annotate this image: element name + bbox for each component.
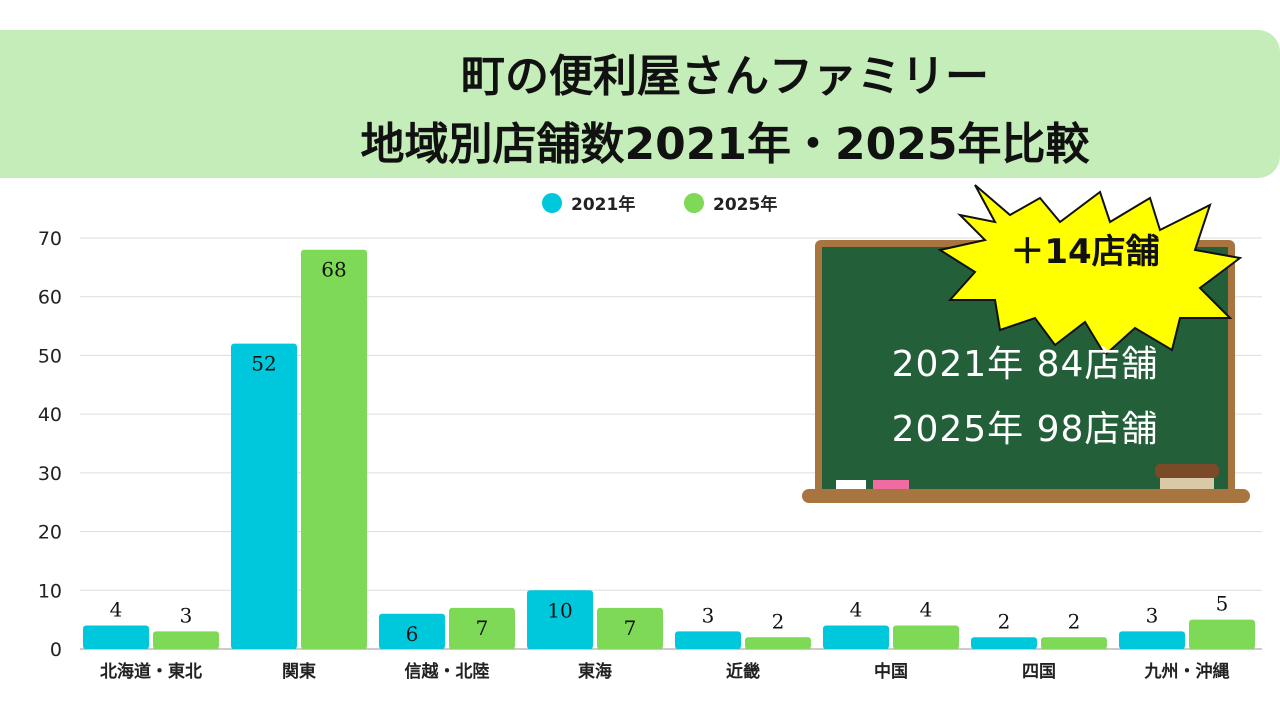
bar-value-label: 3: [702, 603, 715, 627]
bar-2025: [745, 637, 811, 649]
legend-2025: 2025年: [684, 190, 777, 215]
bar-value-label: 4: [920, 598, 933, 622]
x-category-label: 関東: [282, 661, 316, 682]
bar-2021: [1119, 631, 1185, 649]
y-tick-label: 10: [38, 580, 62, 602]
y-tick-label: 0: [50, 639, 62, 661]
bar-value-label: 2: [1068, 609, 1081, 633]
bar-2025: [893, 625, 959, 649]
bar-2021: [675, 631, 741, 649]
bar-value-label: 4: [850, 598, 863, 622]
bar-2025: [1189, 619, 1255, 649]
x-category-label: 四国: [1022, 662, 1056, 682]
bar-value-label: 4: [110, 598, 123, 622]
legend-label-2021: 2021年: [571, 195, 636, 215]
bar-2025: [1041, 637, 1107, 649]
bar-value-label: 7: [476, 616, 489, 640]
bar-value-label: 2: [998, 609, 1011, 633]
bar-value-label: 5: [1216, 592, 1229, 616]
bar-2025: [301, 249, 367, 649]
y-tick-label: 60: [38, 287, 62, 309]
eraser-felt: [1160, 478, 1214, 489]
x-category-label: 北海道・東北: [100, 661, 202, 682]
board-line-2025: 2025年 98店舗: [891, 409, 1159, 450]
y-tick-label: 70: [38, 228, 62, 250]
board-line-2021: 2021年 84店舗: [891, 344, 1159, 385]
badge-label: ＋14店舗: [1010, 232, 1160, 272]
bar-2021: [971, 637, 1037, 649]
x-category-label: 近畿: [726, 661, 760, 682]
bar-2021: [231, 343, 297, 649]
chart-title: 町の便利屋さんファミリー: [461, 51, 989, 102]
bar-value-label: 68: [321, 258, 346, 282]
legend-label-2025: 2025年: [713, 195, 778, 215]
bar-2025: [597, 607, 663, 649]
legend-swatch-2025: [684, 192, 704, 213]
chalk-tray: [802, 489, 1250, 503]
x-category-label: 信越・北陸: [405, 661, 490, 682]
bar-layer: [83, 249, 1255, 649]
y-tick-label: 50: [38, 345, 62, 367]
eraser-top: [1155, 464, 1219, 478]
legend-swatch-2021: [542, 192, 562, 213]
bar-value-label: 7: [624, 616, 637, 640]
bar-value-label: 2: [772, 609, 785, 633]
title-banner: [0, 30, 1280, 178]
bar-value-label: 3: [1146, 603, 1159, 627]
bar-value-label: 10: [547, 598, 572, 622]
chalkboard: [802, 184, 1250, 503]
y-tick-label: 40: [38, 404, 62, 426]
bar-2025: [449, 607, 515, 649]
bar-value-label: 6: [406, 622, 419, 646]
y-tick-label: 30: [38, 463, 62, 485]
bar-value-label: 52: [251, 352, 276, 376]
legend-2021: 2021年: [542, 190, 635, 215]
burst-badge: [937, 184, 1243, 357]
bar-2025: [153, 631, 219, 649]
bar-value-label: 3: [180, 603, 193, 627]
bar-2021: [527, 590, 593, 649]
bar-2021: [379, 613, 445, 649]
x-category-label: 東海: [578, 661, 612, 682]
x-category-label: 九州・沖縄: [1144, 661, 1230, 682]
chart-subtitle: 地域別店舗数2021年・2025年比較: [360, 119, 1090, 170]
bar-2021: [823, 625, 889, 649]
white-chalk: [836, 480, 866, 489]
x-category-label: 中国: [874, 661, 908, 682]
bar-2021: [83, 625, 149, 649]
y-tick-label: 20: [38, 522, 62, 544]
pink-chalk: [873, 480, 909, 489]
